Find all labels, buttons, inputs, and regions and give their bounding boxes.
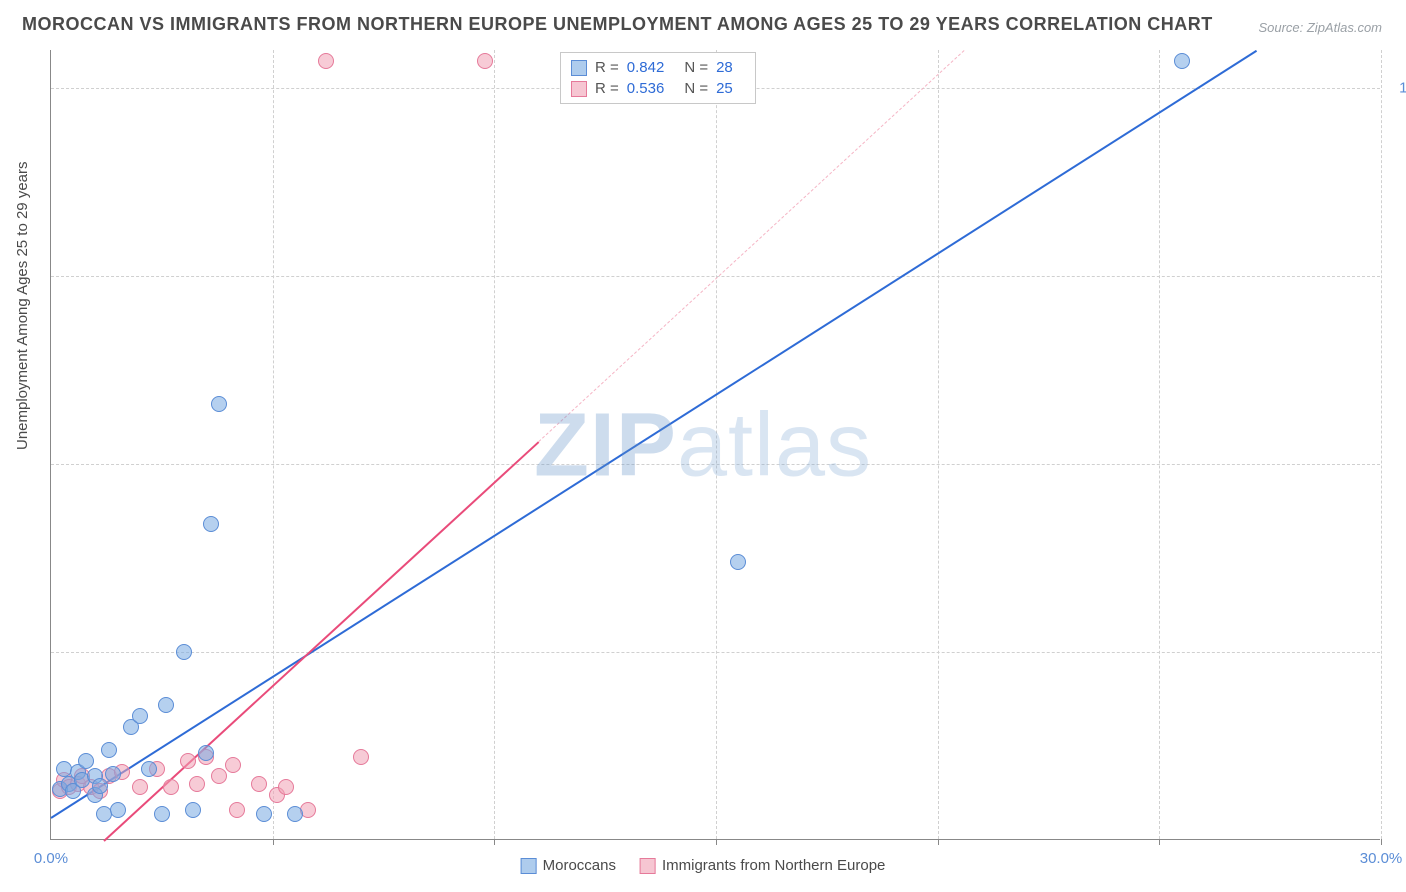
scatter-point [180, 753, 196, 769]
bottom-legend: Moroccans Immigrants from Northern Europe [521, 857, 886, 874]
gridline-vertical [1159, 50, 1160, 839]
stat-r-label: R = [595, 80, 619, 97]
legend-swatch [640, 858, 656, 874]
scatter-point [1174, 53, 1190, 69]
x-tick-label: 0.0% [34, 850, 68, 867]
scatter-point [185, 802, 201, 818]
scatter-point [730, 554, 746, 570]
gridline-vertical [938, 50, 939, 839]
chart-title: MOROCCAN VS IMMIGRANTS FROM NORTHERN EUR… [22, 14, 1213, 35]
scatter-point [163, 779, 179, 795]
y-tick-label: 50.0% [1390, 455, 1406, 472]
source-attribution: Source: ZipAtlas.com [1258, 20, 1382, 35]
scatter-point [477, 53, 493, 69]
gridline-vertical [1381, 50, 1382, 839]
stats-row: R = 0.536 N = 25 [571, 78, 745, 99]
stat-n-value: 28 [716, 59, 733, 76]
x-tick-mark [1381, 839, 1382, 845]
x-tick-mark [273, 839, 274, 845]
y-tick-label: 75.0% [1390, 267, 1406, 284]
legend-swatch [571, 60, 587, 76]
y-tick-label: 25.0% [1390, 643, 1406, 660]
stat-r-value: 0.536 [627, 80, 665, 97]
scatter-point [353, 749, 369, 765]
x-tick-mark [1159, 839, 1160, 845]
y-tick-label: 100.0% [1390, 79, 1406, 96]
scatter-point [211, 768, 227, 784]
scatter-point [318, 53, 334, 69]
stat-r-label: R = [595, 59, 619, 76]
stats-legend-box: R = 0.842 N = 28 R = 0.536 N = 25 [560, 52, 756, 104]
legend-item: Moroccans [521, 857, 616, 874]
legend-label: Moroccans [543, 857, 616, 874]
scatter-point [132, 708, 148, 724]
scatter-point [158, 697, 174, 713]
legend-item: Immigrants from Northern Europe [640, 857, 885, 874]
legend-swatch [571, 81, 587, 97]
gridline-vertical [273, 50, 274, 839]
trend-line [538, 50, 965, 443]
stats-row: R = 0.842 N = 28 [571, 57, 745, 78]
scatter-point [211, 396, 227, 412]
legend-label: Immigrants from Northern Europe [662, 857, 885, 874]
stat-n-label: N = [684, 59, 708, 76]
gridline-vertical [716, 50, 717, 839]
scatter-point [287, 806, 303, 822]
stat-n-value: 25 [716, 80, 733, 97]
scatter-point [105, 766, 121, 782]
legend-swatch [521, 858, 537, 874]
stat-r-value: 0.842 [627, 59, 665, 76]
scatter-point [154, 806, 170, 822]
stat-n-label: N = [684, 80, 708, 97]
scatter-point [198, 745, 214, 761]
plot-area: 25.0%50.0%75.0%100.0%0.0%30.0% [50, 50, 1380, 840]
scatter-point [176, 644, 192, 660]
x-tick-mark [716, 839, 717, 845]
scatter-point [251, 776, 267, 792]
scatter-point [203, 516, 219, 532]
scatter-point [132, 779, 148, 795]
scatter-point [278, 779, 294, 795]
scatter-point [225, 757, 241, 773]
y-axis-label: Unemployment Among Ages 25 to 29 years [14, 161, 31, 450]
x-tick-label: 30.0% [1360, 850, 1403, 867]
scatter-point [110, 802, 126, 818]
x-tick-mark [494, 839, 495, 845]
gridline-vertical [494, 50, 495, 839]
scatter-point [256, 806, 272, 822]
scatter-point [141, 761, 157, 777]
trend-line [50, 50, 1257, 819]
x-tick-mark [938, 839, 939, 845]
scatter-point [92, 778, 108, 794]
scatter-point [189, 776, 205, 792]
scatter-point [229, 802, 245, 818]
scatter-point [78, 753, 94, 769]
scatter-point [101, 742, 117, 758]
